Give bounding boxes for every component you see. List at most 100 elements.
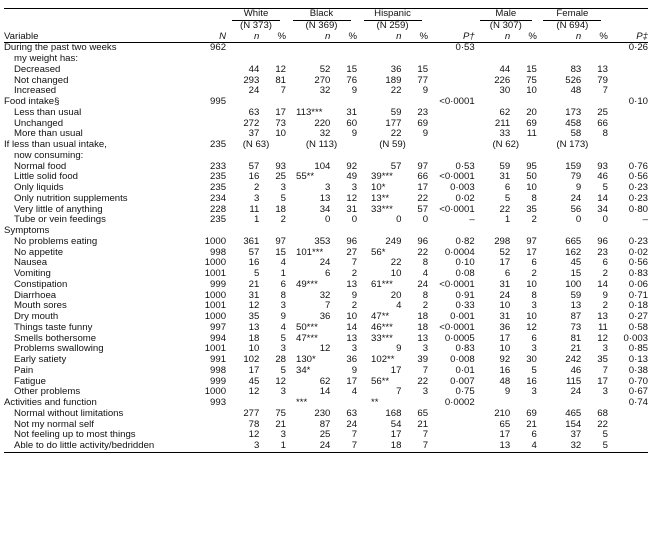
percent-cell: 49 (346, 171, 358, 183)
percent-cell: 7 (602, 364, 608, 376)
percent-cell: 95 (526, 160, 537, 172)
row-label: Diarrhoea (14, 289, 57, 301)
row-label: Things taste funny (14, 321, 93, 333)
p-value-sex (608, 119, 648, 130)
table-row: Food intake§ 995 <0·0001 0·10 (4, 96, 648, 108)
count-cell: ** (371, 397, 379, 408)
p-value-sex: 0·13 (628, 354, 648, 365)
row-total-n: 233 (210, 160, 227, 172)
percent-cell: 73 (275, 117, 286, 129)
percent-cell: 27 (346, 246, 358, 258)
count-cell: 59 (499, 160, 511, 172)
row-label: Problems swallowing (14, 343, 104, 355)
count-cell: 44 (248, 63, 260, 75)
count-cell: 56** (371, 375, 390, 387)
count-cell: 37 (248, 128, 260, 140)
percent-cell: 7 (330, 440, 358, 453)
count-cell: 5 (504, 192, 511, 204)
count-cell: 16 (499, 364, 511, 376)
row-total-n: 1000 (204, 235, 227, 247)
percent-cell: 57 (417, 203, 429, 215)
percent-cell: 25 (597, 106, 608, 118)
percent-cell: 69 (417, 117, 429, 129)
count-cell: 62 (319, 375, 331, 387)
row-label: Fatigue (14, 375, 46, 387)
count-cell: 9 (575, 182, 582, 193)
percent-cell: 2 (531, 268, 537, 279)
count-cell: 293 (243, 74, 260, 86)
count-cell: 46*** (371, 321, 393, 333)
count-cell: 226 (494, 74, 511, 86)
count-cell: 56* (371, 246, 386, 258)
table-row: Able to do little activity/bedridden 3 1 24… (4, 440, 648, 453)
count-cell: 32 (536, 440, 582, 453)
count-cell (537, 151, 581, 162)
percent-cell: 0 (351, 214, 358, 226)
percent-cell: 46 (597, 171, 608, 183)
percent-cell: 2 (531, 214, 537, 226)
count-cell: 33 (499, 128, 511, 140)
percent-cell: 22 (417, 246, 429, 258)
count-cell: 102 (243, 354, 260, 365)
count-cell: 33*** (371, 203, 393, 215)
p-value-sex (608, 151, 648, 162)
count-cell (357, 43, 401, 54)
p-value-race (428, 108, 475, 119)
percent-cell: 9 (422, 128, 429, 140)
group-subtotal: (N 63) (242, 139, 270, 150)
p-value-sex: 0·67 (628, 386, 648, 398)
p-value-race: <0·0001 (439, 278, 475, 290)
percent-cell: 10 (346, 311, 358, 322)
table-row: During the past two weeks 962 0·53 0·26 (4, 42, 648, 54)
percent-cell: 7 (422, 364, 429, 376)
group-subtotal: (N 62) (492, 139, 520, 150)
percent-cell: 76 (346, 74, 358, 86)
percent-cell: 23 (597, 246, 608, 258)
percent-cell: 93 (597, 160, 608, 172)
count-cell: 101*** (295, 246, 324, 258)
row-label: Only nutrition supplements (14, 192, 128, 204)
col-header-n: n (226, 31, 260, 44)
p-value-race: 0·0005 (444, 332, 475, 344)
count-cell: 87 (570, 311, 582, 322)
p-value-sex (608, 65, 648, 76)
count-cell: 154 (565, 418, 582, 430)
percent-cell (581, 43, 608, 54)
count-cell: 57 (390, 160, 402, 172)
count-cell: 25 (319, 429, 331, 441)
col-header-pct: % (259, 31, 286, 44)
p-value-race: 0·008 (450, 354, 475, 365)
count-cell: 353 (314, 235, 331, 247)
table-row: Early satiety 991 102 28 130* 36 102** 39 0·008 9… (4, 354, 648, 366)
table-row: Diarrhoea 1000 31 8 32 9 20 8 0·91 24 8 59 9 0·71 (4, 289, 648, 302)
percent-cell: 4 (351, 386, 358, 398)
p-value-race: 0·33 (455, 300, 475, 312)
p-value-race: 0·02 (455, 192, 475, 204)
table-row: Increased 24 7 32 9 22 9 30 10 48 7 (4, 85, 648, 97)
count-cell: 115 (565, 375, 582, 387)
percent-cell (330, 151, 357, 162)
row-label: Dry mouth (14, 311, 59, 322)
percent-cell: 2 (351, 300, 358, 312)
row-label: Only liquids (14, 182, 64, 193)
percent-cell: 17 (597, 375, 608, 387)
count-cell: 63 (248, 106, 260, 118)
count-cell: 18 (357, 440, 402, 453)
count-cell: 10 (390, 268, 402, 279)
row-label: Less than usual (14, 106, 82, 118)
p-value-race: 0·53 (455, 160, 475, 172)
row-total-n: 234 (210, 192, 227, 204)
count-cell: 270 (314, 74, 331, 86)
count-cell: 34* (295, 364, 311, 376)
percent-cell: 21 (526, 418, 537, 430)
percent-cell: 9 (351, 85, 358, 97)
percent-cell: 24 (346, 418, 358, 430)
count-cell: 5 (254, 268, 260, 279)
count-cell: 12 (248, 429, 260, 441)
group-n-black: (N 369) (305, 19, 338, 31)
row-total-n: 228 (210, 203, 227, 215)
count-cell: 55** (295, 171, 315, 183)
row-label: Nausea (14, 257, 48, 269)
count-cell (226, 151, 259, 162)
percent-cell: 3 (280, 343, 286, 355)
